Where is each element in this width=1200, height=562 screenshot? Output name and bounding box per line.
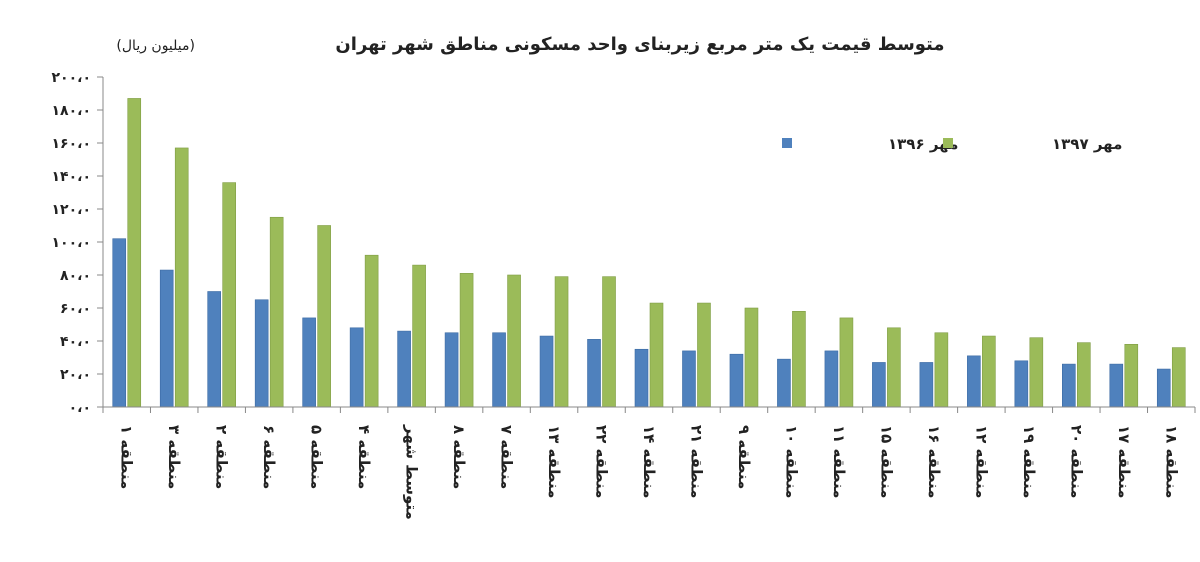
bar-series-1397 [602,276,616,408]
bar-series-1397 [317,225,331,408]
bar-series-1396 [254,299,269,408]
category-label: منطقه ۱۹ [1020,425,1038,498]
category-label: منطقه ۸ [450,425,468,489]
category-label: منطقه ۵ [308,425,326,489]
bar-series-1397 [127,98,142,408]
bar-series-1396 [777,358,791,408]
bar-series-1396 [682,350,696,408]
bar-series-1397 [982,335,996,408]
y-tick-label: ۰،۰ [69,400,91,416]
bar-series-1397 [649,302,664,408]
category-label: منطقه ۷ [498,425,516,489]
bar-series-1396 [1014,360,1029,408]
bar-series-1396 [634,348,649,408]
bar-series-1397 [1077,342,1091,408]
bar-series-1397 [507,274,521,408]
category-label: متوسط شهر [403,424,421,520]
category-label: منطقه ۲۰ [1067,425,1085,498]
bar-series-1396 [919,362,934,408]
bar-series-1396 [112,238,127,408]
y-axis-ticks: ۰،۰ ۲۰،۰ ۴۰،۰ ۶۰،۰ ۸۰،۰ ۱۰۰،۰ ۱۲۰،۰ ۱۴۰،۰ ۱۶۰،۰ ۱… [52,70,103,416]
y-tick-label: ۱۶۰،۰ [52,136,92,152]
bar-series-1396 [444,332,459,408]
y-tick-label: ۱۴۰،۰ [52,169,92,185]
y-axis-unit-label: (میلیون ریال) [116,38,195,54]
y-tick-label: ۴۰،۰ [60,334,91,350]
y-tick-label: ۱۸۰،۰ [52,103,92,119]
y-tick-label: ۲۰۰،۰ [52,70,92,86]
bar-series-1396 [207,291,221,408]
legend: مهر ۱۳۹۶ مهر ۱۳۹۷ [782,135,1122,153]
bar-series-1396 [587,339,601,408]
category-label: منطقه ۱۴ [640,425,658,498]
bar-series-1396 [1156,368,1171,408]
legend-label: مهر ۱۳۹۶ [888,135,958,153]
bar-series-1397 [839,317,854,408]
bars-layer [112,98,1186,408]
bar-series-1397 [459,273,474,408]
bar-series-1397 [554,276,569,408]
bar-series-1396 [492,332,506,408]
bar-series-1397 [364,254,379,408]
category-label: منطقه ۱۲ [972,425,990,498]
bar-series-1396 [302,317,316,408]
y-tick-label: ۱۲۰،۰ [52,202,92,218]
bar-series-1397 [934,332,949,408]
category-label: منطقه ۶ [260,425,278,489]
bar-series-1397 [1171,347,1186,408]
bar-series-1397 [222,182,236,408]
bar-series-1397 [697,302,711,408]
bar-series-1396 [1062,363,1076,408]
bar-series-1397 [1124,343,1139,408]
category-label: منطقه ۱۳ [545,425,563,498]
legend-swatch [782,138,792,148]
category-label: منطقه ۹ [735,425,753,489]
category-label: منطقه ۱۸ [1162,425,1180,498]
y-tick-label: ۸۰،۰ [60,268,91,284]
y-tick-label: ۱۰۰،۰ [52,235,92,251]
bar-series-1396 [1109,363,1124,408]
legend-label: مهر ۱۳۹۷ [1052,135,1122,153]
category-label: منطقه ۱۷ [1115,425,1133,498]
bar-series-1397 [792,310,806,408]
category-labels: منطقه ۱ منطقه ۳ منطقه ۲ منطقه ۶ منطقه ۵ منطقه… [118,424,1181,520]
category-label: منطقه ۲۱ [687,425,705,498]
bar-series-1396 [397,330,411,408]
bar-series-1396 [539,335,554,408]
axes [102,77,1196,413]
bar-series-1396 [159,269,174,408]
bar-series-1397 [174,147,189,408]
bar-series-1396 [729,353,744,408]
bar-series-1397 [269,216,284,408]
bar-series-1396 [824,350,839,408]
category-label: منطقه ۱۰ [782,425,800,498]
category-label: منطقه ۲۲ [593,425,611,498]
y-tick-label: ۶۰،۰ [60,301,91,317]
chart-title: متوسط قیمت یک متر مربع زیربنای واحد مسکو… [335,34,944,55]
bar-series-1397 [412,264,426,408]
bar-series-1396 [872,362,886,408]
category-label: منطقه ۳ [165,425,183,489]
bar-series-1396 [967,355,981,408]
category-label: منطقه ۲ [213,425,231,489]
bar-series-1396 [349,327,364,408]
legend-swatch [943,138,953,148]
category-label: منطقه ۴ [355,425,373,489]
bar-series-1397 [1029,337,1044,408]
category-label: منطقه ۱۵ [877,425,895,498]
y-tick-label: ۲۰،۰ [60,367,91,383]
category-label: منطقه ۱۱ [830,425,848,498]
bar-series-1397 [744,307,759,408]
category-label: منطقه ۱۶ [925,425,943,498]
category-label: منطقه ۱ [118,425,136,489]
bar-series-1397 [887,327,901,408]
